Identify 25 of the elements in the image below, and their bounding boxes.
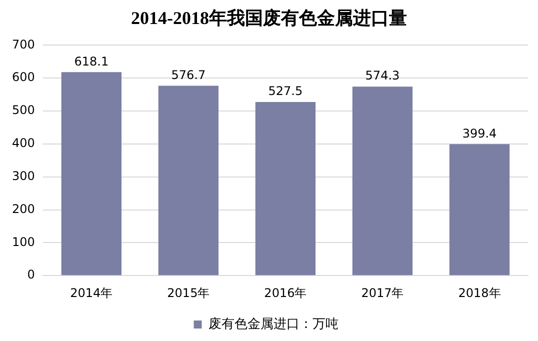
- data-label: 574.3: [365, 68, 400, 83]
- bar: [449, 144, 510, 276]
- x-tick-label: 2018年: [458, 286, 501, 300]
- bar: [255, 102, 316, 276]
- x-tick-label: 2014年: [70, 286, 113, 300]
- x-tick-label: 2015年: [167, 286, 210, 300]
- x-tick-label: 2016年: [264, 286, 307, 300]
- data-label: 576.7: [171, 68, 206, 82]
- data-label: 527.5: [268, 84, 303, 98]
- data-label: 618.1: [74, 54, 109, 68]
- bar: [158, 86, 219, 276]
- x-tick-label: 2017年: [361, 286, 404, 300]
- y-tick-label: 0: [27, 268, 35, 282]
- y-tick-label: 600: [12, 70, 35, 84]
- legend-label: 废有色金属进口：万吨: [208, 316, 338, 332]
- y-tick-label: 500: [12, 103, 35, 118]
- chart-title: 2014-2018年我国废有色金属进口量: [130, 7, 408, 30]
- bar: [61, 72, 122, 276]
- y-tick-label: 700: [12, 37, 35, 52]
- bar: [352, 86, 413, 276]
- data-label: 399.4: [462, 126, 497, 140]
- y-tick-label: 100: [12, 234, 35, 249]
- y-tick-label: 200: [12, 202, 35, 216]
- y-tick-label: 300: [12, 168, 35, 183]
- y-tick-label: 400: [12, 136, 35, 150]
